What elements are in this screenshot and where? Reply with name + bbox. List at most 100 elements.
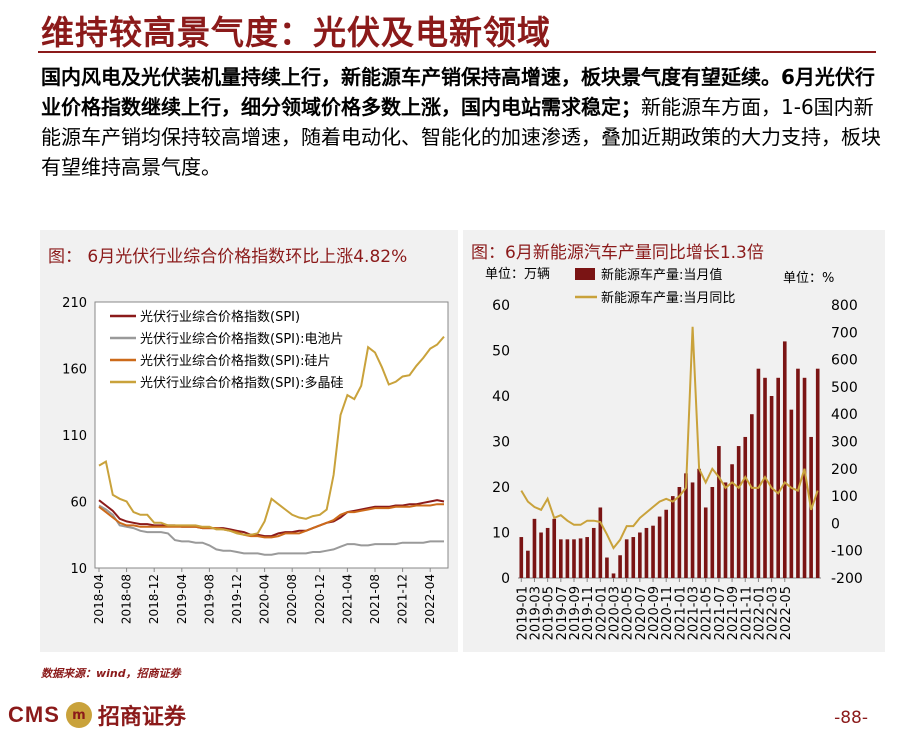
x-tick-label: 2019-04 [175, 574, 189, 624]
x-tick-label: 2020-07 [634, 586, 649, 640]
bar [578, 538, 583, 578]
bar [782, 341, 787, 578]
bar [697, 468, 701, 578]
x-tick-label: 2020-04 [258, 574, 272, 624]
y-right-tick-label: 500 [831, 380, 858, 396]
series-line [98, 503, 444, 539]
x-tick-label: 2020-05 [621, 586, 636, 640]
x-tick-label: 2022-04 [423, 574, 437, 624]
bar [743, 436, 748, 578]
bar [723, 482, 728, 578]
unit-left-label: 单位：万辆 [485, 267, 550, 282]
x-tick-label: 2021-05 [700, 586, 715, 640]
x-tick-label: 2019-07 [555, 586, 570, 640]
yoy-line [520, 326, 819, 550]
x-tick-label: 2020-03 [608, 586, 623, 640]
y-tick-label: 210 [62, 296, 87, 311]
bar [526, 550, 530, 578]
x-tick-label: 2019-11 [581, 586, 596, 640]
logo-company-name: 招商证券 [97, 705, 186, 730]
bar [690, 482, 695, 578]
x-tick-label: 2021-04 [340, 574, 354, 624]
bar [677, 487, 682, 578]
bar [796, 368, 800, 578]
x-tick-label: 2019-03 [528, 586, 543, 640]
bar [545, 527, 550, 578]
bar [631, 537, 636, 578]
x-tick-label: 2022-03 [766, 586, 781, 640]
x-tick-label: 2020-08 [285, 574, 299, 624]
y-right-tick-label: -100 [831, 544, 863, 560]
bar [585, 537, 589, 578]
x-tick-label: 2020-09 [647, 586, 662, 640]
lead-bold-text: 国内风电及光伏装机量持续上行，新能源车产销保持高增速，板块景气度有望延续。6月光… [41, 65, 875, 119]
bar [670, 496, 675, 578]
y-left-tick-label: 30 [492, 435, 510, 451]
y-tick-label: 10 [70, 562, 87, 577]
x-tick-label: 2019-12 [230, 574, 244, 624]
data-source-note: 数据来源：wind，招商证券 [41, 667, 181, 680]
x-tick-label: 2018-08 [120, 574, 134, 624]
legend-label: 光伏行业综合价格指数(SPI):多晶硅 [140, 375, 343, 391]
bar [559, 539, 563, 578]
bar [638, 532, 642, 578]
logo-emblem-icon: m [65, 702, 92, 728]
legend-label: 光伏行业综合价格指数(SPI):硅片 [140, 353, 330, 369]
bar [710, 487, 715, 578]
bar [730, 464, 734, 578]
bar [684, 473, 688, 578]
x-tick-label: 2021-01 [673, 586, 688, 640]
legend-label-line: 新能源车产量:当月同比 [601, 290, 735, 306]
legend-swatch-bar [575, 268, 595, 280]
bar [519, 537, 524, 578]
series-line [98, 499, 445, 538]
bar [651, 525, 655, 578]
y-right-tick-label: 200 [831, 462, 858, 478]
bar [618, 555, 622, 578]
x-tick-label: 2021-09 [726, 586, 741, 640]
bar [756, 368, 761, 578]
x-tick-label: 2022-01 [752, 586, 767, 640]
legend-label: 光伏行业综合价格指数(SPI):电池片 [140, 331, 343, 347]
y-right-tick-label: 600 [831, 353, 858, 369]
bar [552, 518, 557, 578]
x-tick-label: 2019-09 [568, 586, 583, 640]
y-right-tick-label: 400 [831, 407, 858, 423]
y-left-tick-label: 20 [492, 480, 510, 496]
y-left-tick-label: 50 [492, 344, 510, 360]
bar [789, 409, 794, 578]
x-tick-label: 2020-12 [313, 574, 327, 624]
bar [802, 377, 807, 578]
lead-paragraph: 国内风电及光伏装机量持续上行，新能源车产销保持高增速，板块景气度有望延续。6月光… [41, 62, 881, 182]
bar [644, 527, 649, 578]
bar [717, 446, 721, 578]
x-tick-label: 2021-03 [687, 586, 702, 640]
y-left-tick-label: 10 [492, 526, 510, 542]
y-tick-label: 160 [62, 363, 87, 378]
x-tick-label: 2021-12 [396, 574, 410, 624]
x-tick-label: 2019-08 [202, 574, 216, 624]
bar [624, 539, 629, 578]
bar [776, 377, 780, 578]
y-right-tick-label: 100 [831, 489, 858, 505]
x-tick-label: 2020-11 [660, 586, 675, 640]
lead-normal-text: 新能源车方面，1-6国内新能源车产销均保持较高增速，随着电动化、智能化的加速渗透… [41, 95, 881, 179]
bar [598, 507, 603, 578]
x-tick-label: 2021-07 [713, 586, 728, 640]
series-line [98, 335, 445, 536]
legend-label-bar: 新能源车产量:当月值 [601, 267, 722, 283]
bar [750, 414, 754, 578]
cms-logo: CMS m 招商证券 [8, 700, 186, 730]
title-divider [38, 51, 876, 53]
spi-chart-title: 图： 6月光伏行业综合价格指数环比上涨4.82% [48, 247, 408, 267]
y-right-tick-label: 0 [831, 516, 840, 532]
bar [539, 532, 543, 578]
bar [657, 516, 662, 578]
nev-chart-title: 图：6月新能源汽车产量同比增长1.3倍 [471, 243, 764, 263]
y-right-tick-label: 700 [831, 325, 858, 341]
y-left-tick-label: 0 [501, 571, 510, 587]
spi-chart-panel: 图： 6月光伏行业综合价格指数环比上涨4.82% 210 160 110 60 10 20… [40, 230, 458, 652]
x-tick-label: 2019-05 [542, 586, 557, 640]
spi-line-chart: 210 160 110 60 10 2018-04 2018-08 2018-12 2019-0… [62, 296, 449, 624]
y-right-tick-label: 300 [831, 435, 858, 451]
